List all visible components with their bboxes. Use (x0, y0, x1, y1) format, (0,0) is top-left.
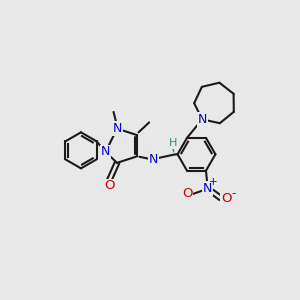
Text: -: - (231, 187, 236, 200)
Text: O: O (104, 179, 115, 193)
Text: N: N (112, 122, 122, 135)
Text: O: O (221, 192, 232, 205)
Text: N: N (149, 153, 158, 166)
Text: H: H (169, 138, 177, 148)
Text: N: N (197, 113, 207, 126)
Text: +: + (209, 177, 218, 187)
Text: O: O (182, 187, 192, 200)
Text: N: N (203, 182, 212, 195)
Text: N: N (100, 146, 110, 158)
